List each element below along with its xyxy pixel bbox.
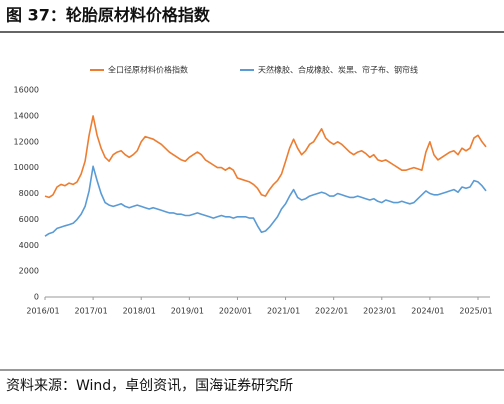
- y-tick-label: 12000: [14, 137, 39, 146]
- x-tick-label: 2018/01: [123, 307, 156, 316]
- x-tick-label: 2021/01: [267, 307, 300, 316]
- x-tick-label: 2025/01: [459, 307, 492, 316]
- legend-label: 全口径原材料价格指数: [108, 65, 188, 75]
- y-tick-label: 10000: [14, 163, 39, 172]
- y-tick-label: 8000: [19, 189, 39, 198]
- x-tick-label: 2024/01: [411, 307, 444, 316]
- x-tick-label: 2022/01: [315, 307, 348, 316]
- x-tick-label: 2020/01: [219, 307, 252, 316]
- legend-label: 天然橡胶、合成橡胶、炭黑、帘子布、钢帘线: [258, 65, 418, 75]
- y-tick-label: 16000: [14, 86, 39, 95]
- y-tick-label: 4000: [19, 241, 39, 250]
- series-line: [44, 165, 487, 237]
- y-tick-label: 0: [34, 293, 39, 302]
- source: 资料来源：Wind，卓创资讯，国海证券研究所: [6, 378, 293, 394]
- x-tick-label: 2019/01: [171, 307, 204, 316]
- x-tick-label: 2023/01: [363, 307, 396, 316]
- y-tick-label: 2000: [19, 267, 39, 276]
- y-tick-label: 14000: [14, 111, 39, 120]
- x-tick-label: 2017/01: [74, 307, 107, 316]
- series-line: [44, 115, 487, 199]
- x-tick-label: 2016/01: [26, 307, 59, 316]
- chart-title: 图 37：轮胎原材料价格指数: [6, 6, 211, 25]
- y-tick-label: 6000: [19, 215, 39, 224]
